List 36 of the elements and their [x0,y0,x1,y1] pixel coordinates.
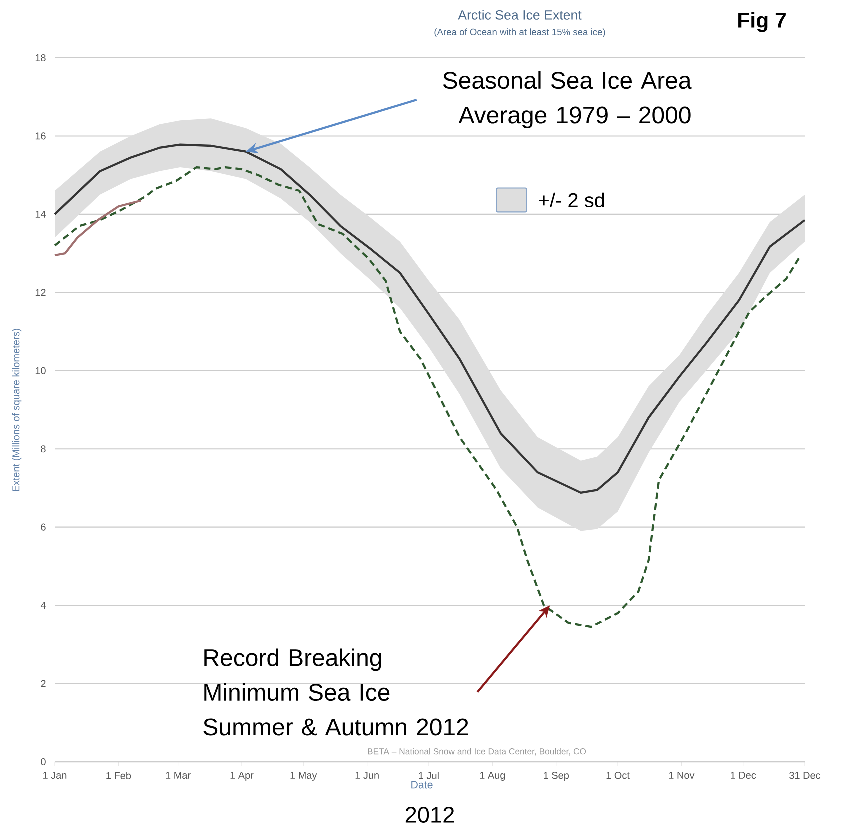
chart-subtitle: (Area of Ocean with at least 15% sea ice) [434,28,606,38]
x-tick-label: 1 Apr [230,772,254,781]
annotation: Seasonal Sea Ice Area Average 1979 – 2000 [443,71,692,129]
x-tick-label: 1 Mar [166,772,191,780]
annotation: Record Breaking Minimum Sea Ice Summer & Autumn 2012 [204,648,468,736]
annotation: BETA – National Snow and Ice Data Center, Boulder, CO [368,748,586,756]
x-axis-title: Date [412,781,433,789]
x-tick-label: 1 Aug [480,772,506,781]
y-tick-label: 10 [36,367,46,374]
y-tick-label: 0 [41,758,46,766]
x-tick-label: 1 May [290,772,318,781]
line-series [54,166,802,628]
x-tick-label: 1 Oct [606,772,630,780]
y-tick-label: 16 [36,132,46,140]
line-series [54,144,806,494]
text: +/- 2 sd [539,192,604,208]
x-tick-label: 31 Dec [790,772,821,780]
y-tick-label: 14 [36,211,46,218]
x-tick-label: 1 Sep [544,772,570,782]
y-tick-label: 6 [41,524,46,531]
x-tick-label: 1 Jan [44,772,67,780]
y-tick-label: 18 [36,54,46,62]
x-tick-label: 1 Nov [669,772,695,780]
y-tick-label: 4 [40,602,46,609]
y-tick-label: 8 [41,446,46,453]
y-tick-label: 2 [41,680,46,688]
x-tick-label: 1 Dec [731,772,756,780]
chart-title: Arctic Sea Ice Extent [458,10,582,20]
caption: Fig 7 [738,12,786,32]
x-tick-label: 1 Jul [419,772,439,780]
x-tick-label: 1 Jun [356,772,379,780]
y-tick-label: 12 [36,289,46,296]
text: 2012 [406,806,454,824]
x-tick-label: 1 Feb [106,772,132,780]
y-axis-title: Extent (Millions of square kilometers) [12,328,22,492]
line-series [54,200,142,257]
